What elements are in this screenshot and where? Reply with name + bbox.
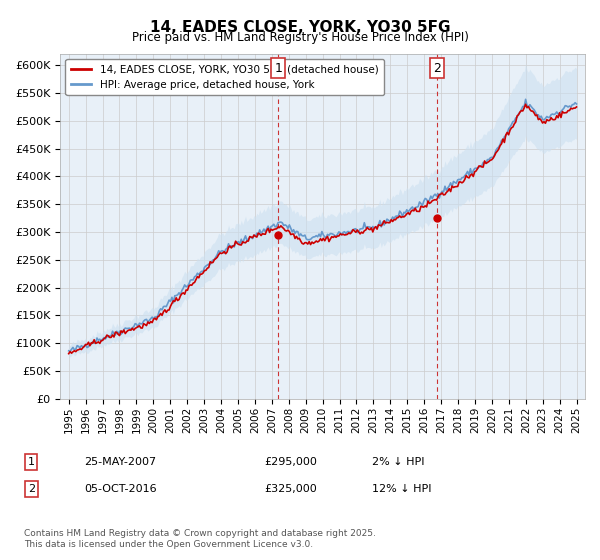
Text: 12% ↓ HPI: 12% ↓ HPI xyxy=(372,484,431,494)
Text: Price paid vs. HM Land Registry's House Price Index (HPI): Price paid vs. HM Land Registry's House … xyxy=(131,31,469,44)
Text: 1: 1 xyxy=(274,62,283,74)
Text: £295,000: £295,000 xyxy=(264,457,317,467)
Text: 05-OCT-2016: 05-OCT-2016 xyxy=(84,484,157,494)
Text: 1: 1 xyxy=(28,457,35,467)
Text: 2: 2 xyxy=(433,62,441,74)
Legend: 14, EADES CLOSE, YORK, YO30 5FG (detached house), HPI: Average price, detached h: 14, EADES CLOSE, YORK, YO30 5FG (detache… xyxy=(65,59,384,95)
Text: 2: 2 xyxy=(28,484,35,494)
Text: Contains HM Land Registry data © Crown copyright and database right 2025.
This d: Contains HM Land Registry data © Crown c… xyxy=(24,529,376,549)
Text: 25-MAY-2007: 25-MAY-2007 xyxy=(84,457,156,467)
Text: £325,000: £325,000 xyxy=(264,484,317,494)
Text: 14, EADES CLOSE, YORK, YO30 5FG: 14, EADES CLOSE, YORK, YO30 5FG xyxy=(150,20,450,35)
Text: 2% ↓ HPI: 2% ↓ HPI xyxy=(372,457,425,467)
